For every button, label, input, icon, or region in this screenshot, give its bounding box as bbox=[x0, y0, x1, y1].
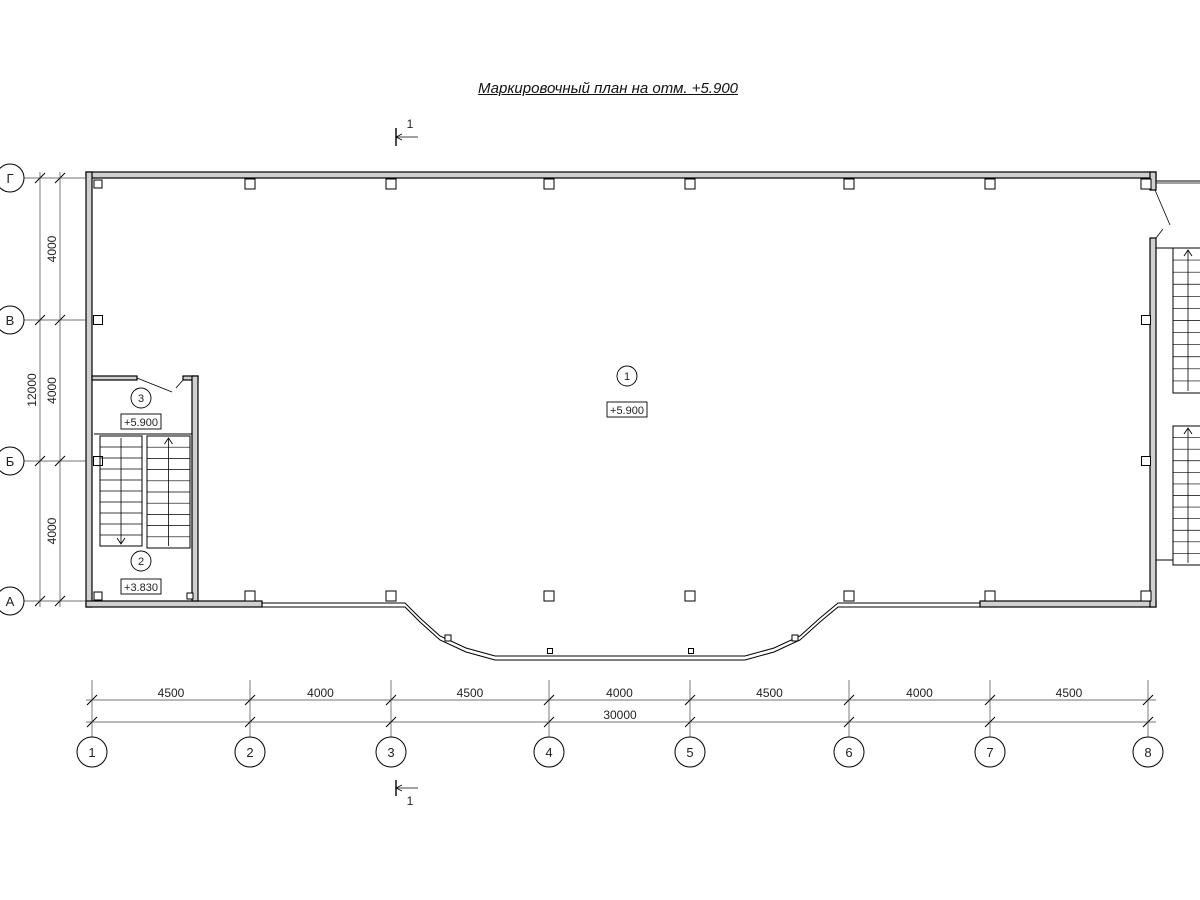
column bbox=[543, 178, 555, 190]
axis-label-2: 2 bbox=[246, 745, 253, 760]
room-level: +3.830 bbox=[124, 582, 158, 594]
axis-label-8: 8 bbox=[1144, 745, 1151, 760]
column bbox=[93, 591, 103, 601]
axis-bubble bbox=[375, 736, 407, 768]
column bbox=[984, 590, 996, 602]
door-swing bbox=[1155, 228, 1164, 239]
drawing-title: Маркировочный план на отм. +5.900 bbox=[477, 80, 739, 97]
column bbox=[244, 590, 256, 602]
axis-bubble bbox=[833, 736, 865, 768]
dim-horizontal: 4500 bbox=[457, 686, 484, 700]
level-mark-box bbox=[606, 401, 648, 418]
column bbox=[93, 315, 103, 325]
dim-horizontal: 4000 bbox=[606, 686, 633, 700]
level-mark-box bbox=[120, 578, 162, 595]
column bbox=[186, 592, 194, 600]
column bbox=[684, 590, 696, 602]
glazing bbox=[262, 606, 980, 661]
room-number: 2 bbox=[138, 556, 144, 568]
column bbox=[1140, 178, 1152, 190]
room-level: +5.900 bbox=[610, 405, 644, 417]
axis-bubble bbox=[1132, 736, 1164, 768]
glazing bbox=[262, 602, 980, 657]
room-level: +5.900 bbox=[124, 417, 158, 429]
wall bbox=[91, 375, 138, 381]
dim-vertical: 4000 bbox=[45, 235, 59, 262]
column bbox=[444, 634, 452, 642]
column bbox=[1141, 315, 1151, 325]
door-swing bbox=[136, 377, 173, 393]
level-mark-box bbox=[120, 413, 162, 430]
column bbox=[543, 590, 555, 602]
axis-label-Б: Б bbox=[6, 454, 15, 469]
axis-label-3: 3 bbox=[387, 745, 394, 760]
axis-bubble bbox=[0, 446, 25, 476]
dim-horizontal-total: 30000 bbox=[603, 708, 637, 722]
axis-label-А: А bbox=[6, 594, 15, 609]
wall bbox=[191, 375, 199, 602]
dim-horizontal: 4500 bbox=[1056, 686, 1083, 700]
dim-horizontal: 4000 bbox=[906, 686, 933, 700]
column bbox=[984, 178, 996, 190]
arrow-left-icon bbox=[395, 784, 403, 792]
column bbox=[688, 648, 694, 654]
axis-bubble bbox=[234, 736, 266, 768]
axis-bubble bbox=[974, 736, 1006, 768]
dim-vertical-total: 12000 bbox=[25, 373, 39, 407]
room-number-marker bbox=[130, 387, 152, 409]
axis-label-1: 1 bbox=[88, 745, 95, 760]
wall bbox=[85, 171, 93, 608]
axis-label-В: В bbox=[6, 313, 15, 328]
axis-bubble bbox=[76, 736, 108, 768]
room-number-marker bbox=[130, 550, 152, 572]
arrow-up-icon bbox=[1183, 249, 1193, 257]
room-number: 3 bbox=[138, 393, 144, 405]
door-swing bbox=[175, 379, 184, 389]
axis-label-Г: Г bbox=[6, 171, 13, 186]
arrow-down-icon bbox=[116, 537, 126, 545]
column bbox=[93, 456, 103, 466]
column bbox=[843, 590, 855, 602]
column bbox=[547, 648, 553, 654]
axis-label-4: 4 bbox=[545, 745, 552, 760]
column bbox=[684, 178, 696, 190]
dim-vertical: 4000 bbox=[45, 377, 59, 404]
section-mark-label: 1 bbox=[407, 794, 414, 808]
room-number-marker bbox=[616, 365, 638, 387]
column bbox=[244, 178, 256, 190]
axis-bubble bbox=[0, 586, 25, 616]
axis-bubble bbox=[674, 736, 706, 768]
column bbox=[385, 178, 397, 190]
column bbox=[1141, 456, 1151, 466]
dim-horizontal: 4500 bbox=[158, 686, 185, 700]
wall bbox=[979, 600, 1157, 608]
column bbox=[385, 590, 397, 602]
dim-horizontal: 4500 bbox=[756, 686, 783, 700]
axis-label-6: 6 bbox=[845, 745, 852, 760]
wall bbox=[85, 171, 1157, 179]
axis-bubble bbox=[0, 163, 25, 193]
column bbox=[93, 179, 103, 189]
axis-bubble bbox=[0, 305, 25, 335]
arrow-up-icon bbox=[1183, 427, 1193, 435]
door-swing bbox=[1154, 189, 1171, 226]
dim-horizontal: 4000 bbox=[307, 686, 334, 700]
column bbox=[1140, 590, 1152, 602]
arrow-left-icon bbox=[395, 133, 403, 141]
axis-bubble bbox=[533, 736, 565, 768]
axis-label-5: 5 bbox=[686, 745, 693, 760]
wall bbox=[1149, 237, 1157, 608]
column bbox=[791, 634, 799, 642]
axis-label-7: 7 bbox=[986, 745, 993, 760]
room-number: 1 bbox=[624, 371, 630, 383]
dim-vertical: 4000 bbox=[45, 517, 59, 544]
arrow-up-icon bbox=[164, 437, 173, 445]
wall bbox=[85, 600, 263, 608]
section-mark-label: 1 bbox=[407, 117, 414, 131]
column bbox=[843, 178, 855, 190]
